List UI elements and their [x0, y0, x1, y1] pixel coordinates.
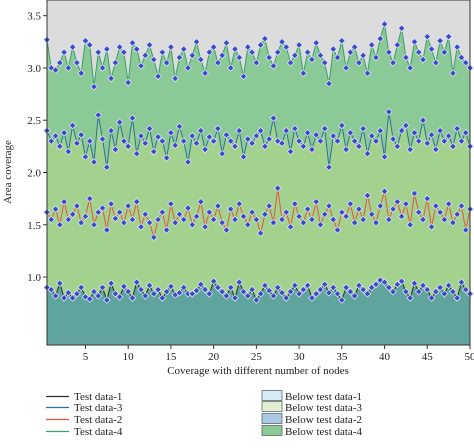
x-tick-label: 30	[294, 351, 306, 363]
x-tick-label: 10	[123, 351, 135, 363]
y-tick-label: 3.5	[27, 11, 41, 23]
legend-area-swatch	[262, 426, 282, 436]
y-tick-label: 2.0	[27, 168, 41, 180]
legend-area-swatch	[262, 402, 282, 412]
legend-line-label: Test data-2	[74, 414, 122, 426]
x-tick-label: 40	[379, 351, 391, 363]
legend-area-swatch	[262, 414, 282, 424]
x-tick-label: 45	[422, 351, 434, 363]
legend-line-label: Test data-4	[74, 426, 123, 438]
legend-area-swatch	[262, 391, 282, 401]
y-tick-label: 1.0	[27, 272, 41, 284]
x-tick-label: 5	[83, 351, 89, 363]
legend-area-label: Below test data-3	[285, 402, 362, 414]
y-axis-label: Area coverage	[2, 140, 14, 204]
legend-line-label: Test data-3	[74, 402, 123, 414]
y-tick-label: 3.0	[27, 63, 41, 75]
legend-area-label: Below test data-2	[285, 414, 362, 426]
x-axis-label: Coverage with different number of nodes	[167, 365, 349, 377]
legend-area-label: Below test data-4	[285, 426, 362, 438]
y-tick-label: 2.5	[27, 115, 41, 127]
x-tick-label: 15	[165, 351, 177, 363]
x-tick-label: 25	[251, 351, 263, 363]
x-tick-label: 35	[336, 351, 348, 363]
x-tick-label: 20	[208, 351, 220, 363]
y-tick-label: 1.5	[27, 220, 41, 232]
x-tick-label: 50	[465, 351, 474, 363]
